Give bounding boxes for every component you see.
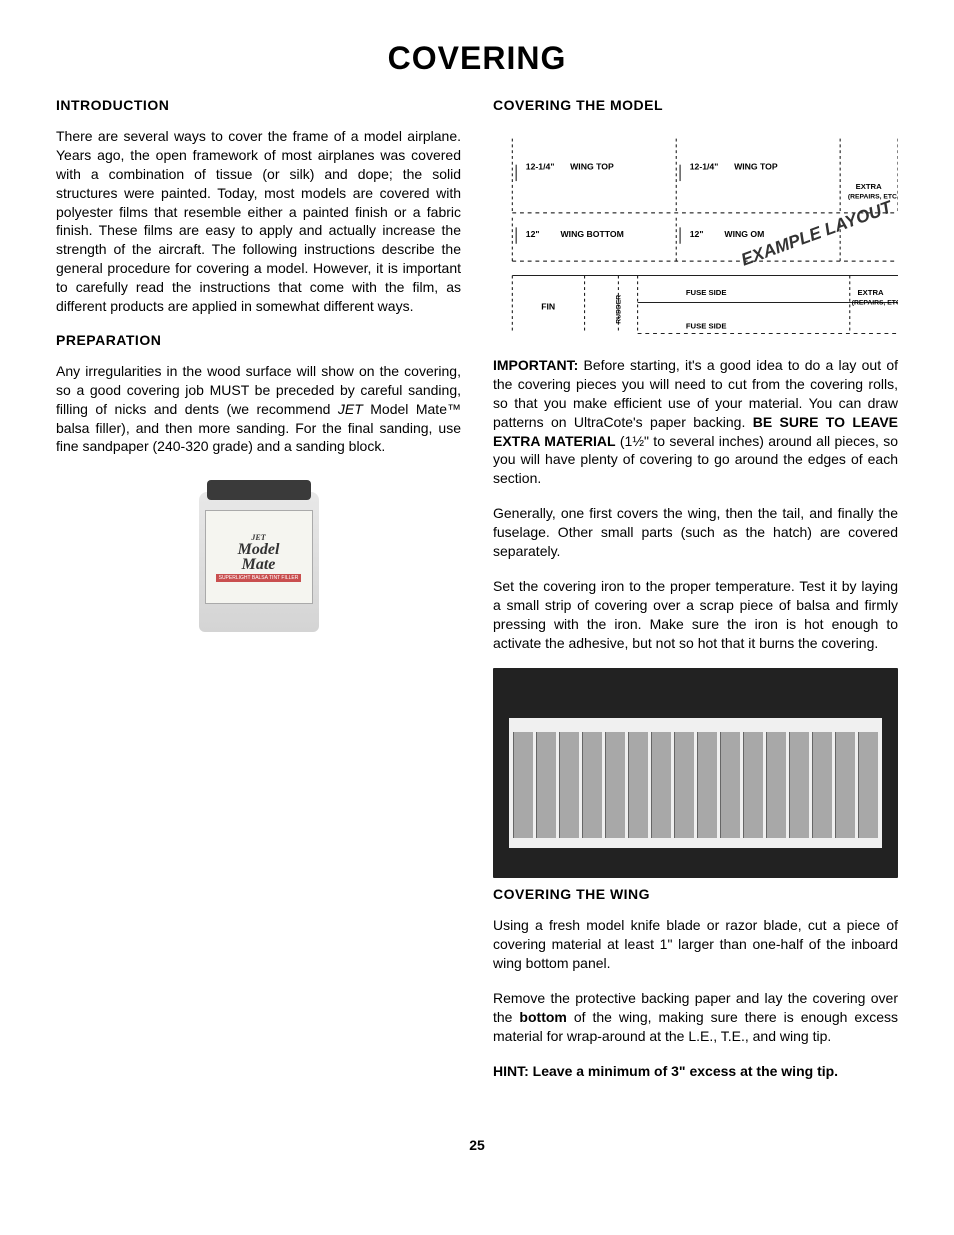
preparation-heading: PREPARATION xyxy=(56,332,461,348)
right-column: COVERING THE MODEL xyxy=(493,95,898,1097)
diag-fin: FIN xyxy=(541,301,555,311)
jar-model-text: Model xyxy=(238,542,280,557)
cover-wing-hint: HINT: Leave a minimum of 3" excess at th… xyxy=(493,1062,898,1081)
diag-w4: 12" xyxy=(690,229,704,239)
diag-wt1: WING TOP xyxy=(570,162,614,172)
cover-model-p2: Generally, one first covers the wing, th… xyxy=(493,504,898,561)
page-number: 25 xyxy=(56,1137,898,1153)
two-column-layout: INTRODUCTION There are several ways to c… xyxy=(56,95,898,1097)
diag-fside2: FUSE SIDE xyxy=(686,322,727,331)
introduction-heading: INTRODUCTION xyxy=(56,97,461,113)
example-layout-diagram: 12-1/4" WING TOP 12-1/4" WING TOP EXTRA … xyxy=(493,127,898,347)
jet-brand: JET xyxy=(338,401,363,417)
preparation-body: Any irregularities in the wood surface w… xyxy=(56,362,461,456)
diag-extra1b: (REPAIRS, ETC xyxy=(848,193,897,200)
diag-extra2a: EXTRA xyxy=(858,288,885,297)
important-paragraph: IMPORTANT: Before starting, it's a good … xyxy=(493,356,898,488)
hint-text: HINT: Leave a minimum of 3" excess at th… xyxy=(493,1063,838,1079)
jar-mate-text: Mate xyxy=(242,557,276,572)
cover-model-p3: Set the covering iron to the proper temp… xyxy=(493,577,898,653)
cover-wing-bottom-bold: bottom xyxy=(519,1009,566,1025)
introduction-body: There are several ways to cover the fram… xyxy=(56,127,461,316)
covering-wing-heading: COVERING THE WING xyxy=(493,886,898,902)
diag-w2: 12-1/4" xyxy=(690,162,719,172)
jar-lid xyxy=(207,480,311,500)
page-title: COVERING xyxy=(56,40,898,77)
diag-wb: WING BOTTOM xyxy=(561,229,624,239)
diag-rudder: RUDDER xyxy=(615,295,622,324)
cover-wing-p2: Remove the protective backing paper and … xyxy=(493,989,898,1046)
left-column: INTRODUCTION There are several ways to c… xyxy=(56,95,461,1097)
diag-wt2: WING TOP xyxy=(734,162,778,172)
product-image: JET Model Mate SUPERLIGHT BALSA TINT FIL… xyxy=(189,472,329,632)
important-label: IMPORTANT: xyxy=(493,357,578,373)
diag-w3: 12" xyxy=(526,229,540,239)
jar-label: JET Model Mate SUPERLIGHT BALSA TINT FIL… xyxy=(205,510,313,604)
diag-extra2b: (REPAIRS, ETC xyxy=(852,300,898,307)
cover-wing-p1: Using a fresh model knife blade or razor… xyxy=(493,916,898,973)
diag-wb2: WING OM xyxy=(724,229,764,239)
diag-fside: FUSE SIDE xyxy=(686,288,727,297)
photo-wing-frame xyxy=(513,732,878,838)
covering-model-heading: COVERING THE MODEL xyxy=(493,97,898,113)
covering-roll-photo xyxy=(493,668,898,878)
jar-sub-text: SUPERLIGHT BALSA TINT FILLER xyxy=(216,574,302,582)
diag-w1: 12-1/4" xyxy=(526,162,555,172)
page: COVERING INTRODUCTION There are several … xyxy=(0,0,954,1213)
model-mate-jar: JET Model Mate SUPERLIGHT BALSA TINT FIL… xyxy=(189,472,329,632)
diag-extra1: EXTRA xyxy=(856,182,883,191)
